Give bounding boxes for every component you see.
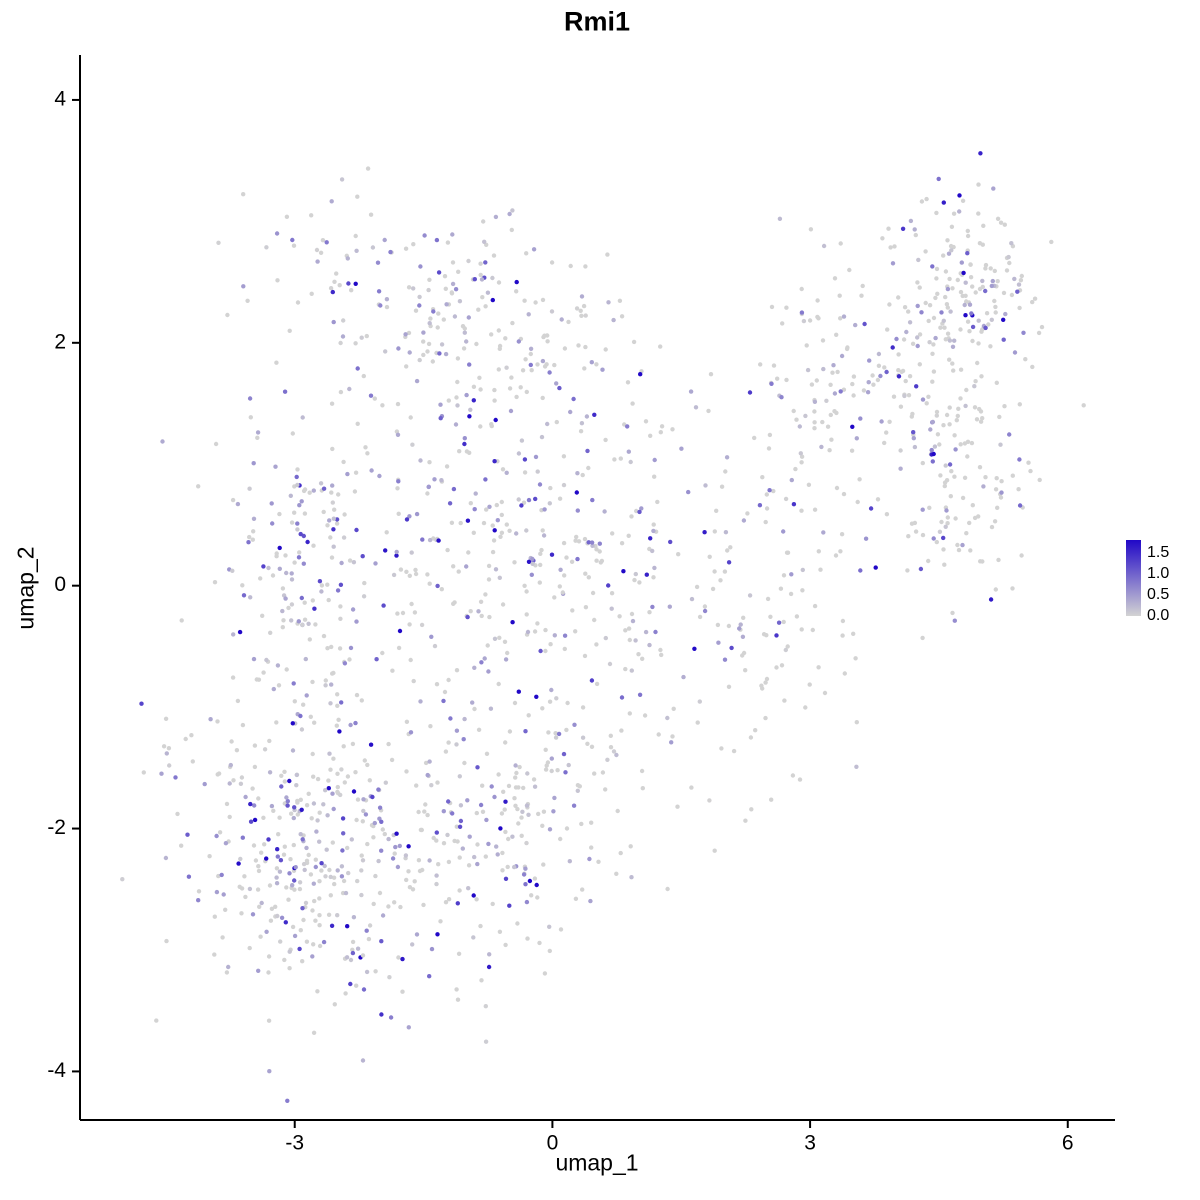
svg-text:-4: -4 <box>47 1059 66 1082</box>
svg-text:-3: -3 <box>285 1131 304 1154</box>
svg-text:0: 0 <box>54 573 66 596</box>
x-axis-ticks: -3 0 3 6 <box>285 1120 1074 1154</box>
plot-title: Rmi1 <box>563 6 631 37</box>
y-axis-label: umap_2 <box>12 546 39 630</box>
legend-tick-label: 0.0 <box>1147 607 1169 624</box>
svg-text:6: 6 <box>1062 1131 1074 1154</box>
x-axis-label: umap_1 <box>555 1149 639 1176</box>
legend-tick-label: 1.5 <box>1147 544 1169 561</box>
legend-colorbar: 1.5 1.0 0.5 0.0 <box>1126 540 1169 624</box>
axes <box>79 55 1115 1121</box>
svg-text:0: 0 <box>547 1131 559 1154</box>
svg-text:3: 3 <box>804 1131 816 1154</box>
legend-tick-label: 1.0 <box>1147 565 1169 582</box>
svg-text:4: 4 <box>54 87 66 110</box>
legend-tick-label: 0.5 <box>1147 586 1169 603</box>
svg-text:-2: -2 <box>47 816 66 839</box>
points-layer <box>120 151 1086 1104</box>
svg-text:2: 2 <box>54 330 66 353</box>
y-axis-ticks: -4 -2 0 2 4 <box>47 87 80 1082</box>
